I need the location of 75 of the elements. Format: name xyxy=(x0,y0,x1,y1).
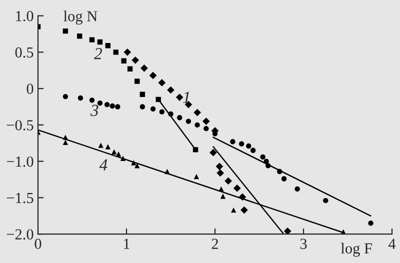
point xyxy=(194,122,200,128)
y-tick-label: −1.0 xyxy=(6,156,34,167)
point xyxy=(194,174,200,180)
y-tick-label: 1.0 xyxy=(16,10,34,22)
point xyxy=(233,184,241,192)
x-tick-label: 2 xyxy=(212,238,218,249)
point xyxy=(202,118,210,125)
point xyxy=(76,34,82,39)
point xyxy=(186,118,192,124)
point xyxy=(216,169,224,177)
point xyxy=(194,108,201,116)
point xyxy=(220,194,226,199)
point xyxy=(281,176,287,182)
point xyxy=(167,86,174,94)
point xyxy=(140,104,146,110)
point xyxy=(323,198,328,204)
point xyxy=(240,206,248,214)
point xyxy=(224,177,232,185)
point xyxy=(284,227,292,234)
point xyxy=(140,92,146,97)
point xyxy=(62,94,68,100)
x-tick-label: 3 xyxy=(300,238,307,249)
point xyxy=(368,220,374,226)
y-tick-label: −1.5 xyxy=(6,192,34,204)
point xyxy=(294,186,300,192)
point xyxy=(104,102,110,108)
point xyxy=(204,126,209,132)
x-tick-label: 4 xyxy=(388,238,396,249)
point xyxy=(216,162,224,170)
point xyxy=(89,98,95,103)
annotation: 3 xyxy=(90,104,98,116)
point xyxy=(159,109,164,114)
point xyxy=(134,78,140,84)
point xyxy=(210,148,217,156)
point xyxy=(246,143,252,149)
y-tick-label: −2.0 xyxy=(6,229,34,240)
point xyxy=(115,104,120,110)
y-tick-label: 0 xyxy=(26,84,34,94)
point xyxy=(150,106,156,112)
point xyxy=(110,103,115,109)
point xyxy=(127,66,133,72)
point xyxy=(62,28,68,34)
point xyxy=(78,95,84,101)
annotation: 2 xyxy=(94,48,102,60)
point xyxy=(89,37,95,42)
point xyxy=(97,39,103,45)
point xyxy=(230,207,236,213)
point xyxy=(112,149,117,154)
point xyxy=(260,154,266,160)
point xyxy=(250,148,256,153)
point xyxy=(158,79,166,86)
point xyxy=(176,94,184,101)
point xyxy=(97,100,103,106)
point xyxy=(121,58,126,64)
point xyxy=(105,43,111,48)
point xyxy=(98,142,104,148)
point xyxy=(177,115,182,120)
point xyxy=(62,140,68,145)
y-tick-label: 0.5 xyxy=(15,47,34,58)
point xyxy=(238,141,244,146)
point xyxy=(105,144,111,150)
point xyxy=(134,163,140,168)
x-tick-label: 1 xyxy=(124,238,130,249)
point xyxy=(132,56,140,64)
annotation: 4 xyxy=(99,159,108,170)
point xyxy=(230,139,236,144)
annotation: 1 xyxy=(183,92,190,103)
point xyxy=(113,50,118,55)
point xyxy=(124,48,132,56)
point xyxy=(149,72,157,80)
x-tick-label: 0 xyxy=(34,238,42,249)
y-tick-label: −0.5 xyxy=(6,120,34,130)
y-axis-title: log N xyxy=(64,10,98,25)
point xyxy=(140,64,148,72)
x-axis-title: log F xyxy=(340,242,372,257)
